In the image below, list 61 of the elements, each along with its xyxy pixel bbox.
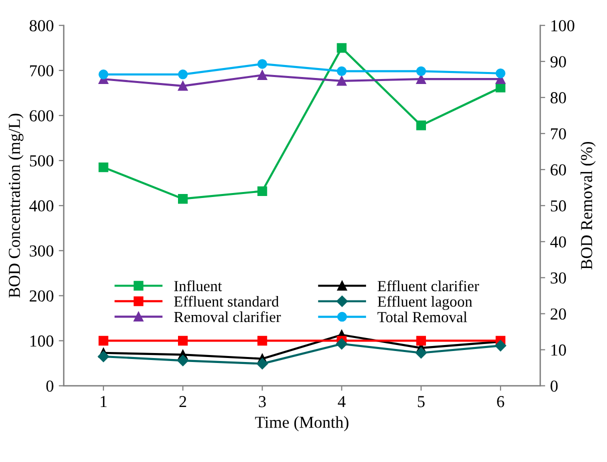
point [257,59,268,69]
y2-tick-label: 90 [550,56,566,68]
x-axis-title: Time (Month) [255,416,348,432]
point [98,70,108,80]
y2-tick-label: 10 [551,344,566,356]
y-tick-label: 600 [30,110,54,122]
x-tick-label: 4 [338,396,346,408]
legend-label: Effluent lagoon [378,296,472,310]
point [416,66,426,76]
point [336,66,347,76]
y-tick-label: 300 [30,245,54,257]
point [256,358,268,370]
point [416,74,426,84]
x-tick-label: 6 [497,396,504,408]
point [336,43,347,53]
point [98,350,110,362]
legend-label: Total Removal [378,312,468,322]
y2-tick-label: 20 [550,308,566,320]
point [178,194,188,204]
y2-tick-label: 50 [550,200,566,212]
point [257,70,268,80]
y2-tick-label: 0 [550,380,558,392]
y-tick-label: 200 [30,290,54,302]
point [416,120,426,130]
y2-tick-label: 70 [551,128,566,140]
point [336,338,348,350]
point [336,76,347,86]
y-tick-label: 400 [29,200,54,212]
point [177,354,188,366]
y-tick-label: 700 [30,65,54,76]
point [416,336,426,346]
point [494,340,506,352]
x-tick-label: 5 [418,396,425,408]
x-tick-label: 2 [179,396,186,408]
point [178,81,188,91]
legend-label: Influent [174,280,222,292]
y-axis-title: BOD Concentration (mg/L) [8,114,24,298]
point [98,162,108,172]
point [178,70,188,80]
legend-label: Removal clarifier [174,311,281,322]
x-tick-label: 3 [258,396,266,408]
y2-tick-label: 100 [551,20,574,32]
y2-tick-label: 80 [550,92,566,104]
y2-tick-label: 60 [550,164,566,176]
point [416,347,427,358]
y2-tick-label: 40 [550,236,566,248]
point [496,68,506,78]
legend-label: Effluent standard [174,296,279,307]
x-tick-label: 1 [100,396,107,408]
point [496,82,506,92]
legend-label: Effluent clarifier [378,280,480,292]
y-tick-label: 500 [30,155,54,166]
point [178,336,188,346]
point [98,336,108,346]
y2-tick-label: 30 [550,272,566,284]
point [257,336,268,346]
y-tick-label: 0 [46,380,54,392]
y-tick-label: 100 [30,335,54,347]
y-tick-label: 800 [30,20,54,32]
y2-axis-title: BOD Removal (%) [580,142,596,270]
point [257,186,268,196]
